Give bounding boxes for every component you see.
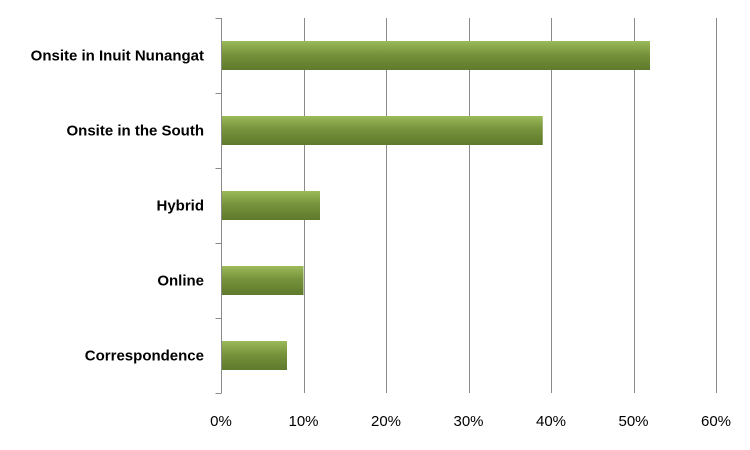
x-tick-label: 20% bbox=[371, 413, 401, 430]
x-tick-label: 0% bbox=[210, 413, 232, 430]
bar bbox=[222, 41, 650, 70]
bars bbox=[222, 41, 650, 370]
bar bbox=[222, 116, 543, 145]
category-label: Onsite in Inuit Nunangat bbox=[31, 48, 204, 65]
x-tick-label: 60% bbox=[701, 413, 731, 430]
x-tick-label: 10% bbox=[288, 413, 318, 430]
category-label: Online bbox=[157, 273, 204, 290]
bar bbox=[222, 266, 304, 295]
x-tick-label: 30% bbox=[453, 413, 483, 430]
category-label: Onsite in the South bbox=[67, 123, 205, 140]
x-tick-label: 40% bbox=[536, 413, 566, 430]
category-label: Hybrid bbox=[156, 198, 204, 215]
bar bbox=[222, 341, 287, 370]
x-tick-label: 50% bbox=[618, 413, 648, 430]
category-label: Correspondence bbox=[85, 348, 204, 365]
category-labels: Onsite in Inuit Nunangat Onsite in the So… bbox=[31, 48, 204, 365]
y-axis bbox=[215, 18, 222, 394]
gridlines bbox=[304, 18, 717, 393]
x-tick-labels: 0% 10% 20% 30% 40% 50% 60% bbox=[210, 413, 731, 430]
bar bbox=[222, 191, 320, 220]
